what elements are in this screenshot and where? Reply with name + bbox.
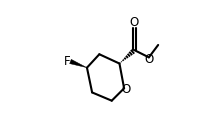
Text: O: O <box>122 83 131 96</box>
Polygon shape <box>70 59 87 68</box>
Text: O: O <box>130 16 139 29</box>
Text: F: F <box>64 55 71 68</box>
Text: O: O <box>144 53 153 66</box>
